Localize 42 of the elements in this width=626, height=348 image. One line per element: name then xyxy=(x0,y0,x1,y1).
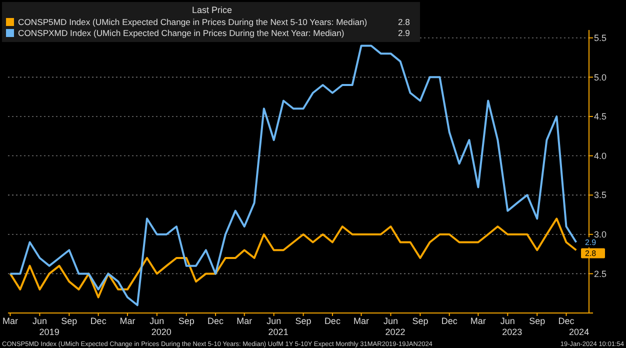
x-tick-label: Dec xyxy=(441,316,458,326)
y-tick-label: 3.5 xyxy=(594,190,607,200)
x-tick-label: Jun xyxy=(383,316,398,326)
y-tick-label: 2.5 xyxy=(594,268,607,279)
x2-tick-label: 2021 xyxy=(268,327,288,337)
x-tick-label: Jun xyxy=(150,316,164,326)
line-series xyxy=(9,218,578,298)
x-tick-label: Mar xyxy=(120,316,136,326)
data-label: 2.8 xyxy=(585,249,597,258)
x-tick-label: Dec xyxy=(324,316,341,326)
x2-tick-label: 2023 xyxy=(502,327,522,337)
text: 2.8 xyxy=(398,17,410,28)
x-tick-label: Mar xyxy=(236,316,252,326)
legend-label: CONSPXMD Index (UMich Expected Change in Prices During the Next Year: Median) xyxy=(18,28,344,38)
x-tick-label: Dec xyxy=(90,316,107,326)
y-tick-label: 5.5 xyxy=(594,33,607,44)
y-tick-label: 4.0 xyxy=(594,150,607,161)
x-tick-label: Dec xyxy=(208,316,224,326)
y-tick-label: 5.0 xyxy=(594,72,607,82)
data-label: 2.9 xyxy=(585,238,597,248)
x-tick-label: Mar xyxy=(2,316,18,326)
x2-tick-label: 2020 xyxy=(151,327,172,337)
legend-label: CONSP5MD Index (UMich Expected Change in Prices During the Next 5-10 Years: Median) xyxy=(18,17,368,28)
x-tick-label: Sep xyxy=(178,316,194,326)
y-tick-label: 3.0 xyxy=(594,230,607,240)
legend-title: Last Price xyxy=(192,5,232,15)
x-tick-label: Dec xyxy=(558,316,575,326)
x2-tick-label: 2024 xyxy=(569,327,590,337)
x-tick-label: Mar xyxy=(354,316,370,326)
x-tick-label: Jun xyxy=(32,316,47,326)
line-series xyxy=(9,44,578,306)
x-tick-label: Mar xyxy=(470,316,486,326)
x-tick-label: Jun xyxy=(500,316,515,326)
x-tick-label: Sep xyxy=(61,316,78,326)
x-tick-label: Sep xyxy=(295,316,312,326)
x-tick-label: Jun xyxy=(266,316,282,326)
y-tick-label: 4.5 xyxy=(594,112,607,122)
x-tick-label: Sep xyxy=(412,316,428,326)
x-tick-label: Sep xyxy=(529,316,546,326)
x2-tick-label: 2022 xyxy=(385,327,406,337)
x2-tick-label: 2019 xyxy=(39,327,60,337)
text: 2.9 xyxy=(398,28,410,38)
